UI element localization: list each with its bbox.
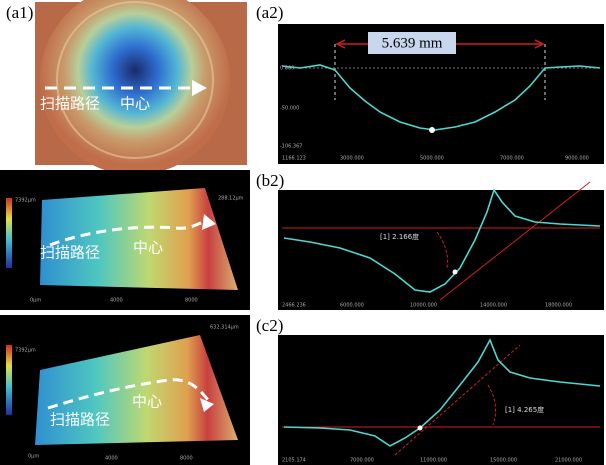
panel-label: (b2): [256, 171, 284, 190]
x-tick-label: 5000.000: [420, 156, 444, 162]
panel-a1: 扫描路径 中心 (a1): [6, 0, 247, 175]
panel-label: (b1): [6, 171, 34, 190]
center-text: 中心: [120, 95, 150, 113]
scan-text: 扫描路径: [40, 244, 100, 262]
axis-tick: 0μm: [28, 454, 39, 460]
center-text: 中心: [132, 393, 162, 411]
panel-label: (c2): [256, 316, 283, 335]
panel-b2: [1] 2.166度 2466.236 6000.000 10000.000 1…: [256, 171, 604, 310]
color-bar: [6, 345, 12, 415]
y-tick-label: -50.000: [280, 106, 299, 112]
x-tick-label: 7000.000: [350, 458, 374, 464]
plot-area: [278, 335, 604, 465]
panel-label: (a2): [256, 3, 283, 22]
x-tick-label: 15000.000: [490, 458, 517, 464]
x-tick-label: 6000.000: [340, 303, 364, 309]
panel-c1: 扫描路径 中心 632.314μm 7392μm 0μm 4000 8000 (…: [0, 315, 250, 465]
y-tick-label: 0.000: [280, 66, 294, 72]
point: [418, 426, 423, 431]
panel-c2: [1] 4.265度 2105.174 7000.000 11000.000 1…: [256, 316, 604, 465]
x-tick-label: 7000.000: [500, 156, 524, 162]
panel-a2: 5.639 mm 0.000 -50.000 -106.367 1166.123…: [256, 3, 604, 164]
x-tick-label: 14000.000: [480, 303, 507, 309]
scale-top: 288.12μm: [218, 196, 244, 202]
measurement: 5.639 mm: [382, 35, 443, 51]
axis-tick: 4000: [105, 456, 118, 462]
color-bar: [6, 198, 12, 268]
center-text: 中心: [133, 239, 163, 257]
x-tick-label: 18000.000: [545, 303, 572, 309]
scale-bar: 7392μm: [15, 198, 36, 204]
center-point: [429, 127, 435, 133]
angle-label: [1] 4.265度: [505, 405, 544, 414]
x-tick-label: 21000.000: [555, 458, 582, 464]
panel-label: (c1): [6, 316, 33, 335]
scan-text: 扫描路径: [40, 95, 100, 113]
x-tick-label: 9000.000: [565, 156, 589, 162]
y-tick-label: -106.367: [280, 144, 302, 150]
panel-label: (a1): [6, 3, 33, 22]
figure: 扫描路径 中心 (a1) 5.639 mm 0.000 -50.000 -106…: [0, 0, 606, 465]
x-tick-label: 1166.123: [282, 156, 306, 162]
x-tick-label: 3000.000: [340, 156, 364, 162]
x-tick-label: 2466.236: [282, 303, 306, 309]
axis-tick: 8000: [180, 456, 193, 462]
scale-bar: 7392μm: [15, 348, 36, 354]
x-tick-label: 10000.000: [410, 303, 437, 309]
point: [453, 270, 458, 275]
axis-tick: 8000: [185, 298, 198, 304]
x-tick-label: 2105.174: [282, 458, 306, 464]
x-tick-label: 11000.000: [420, 458, 447, 464]
axis-tick: 4000: [110, 298, 123, 304]
scale-top: 632.314μm: [210, 325, 239, 331]
panel-b1: 扫描路径 中心 288.12μm 7392μm 0μm 4000 8000 (b…: [0, 170, 250, 310]
axis-tick: 0μm: [30, 298, 41, 304]
plot-area: [278, 190, 604, 310]
angle-label: [1] 2.166度: [380, 232, 419, 241]
scan-text: 扫描路径: [50, 411, 110, 429]
